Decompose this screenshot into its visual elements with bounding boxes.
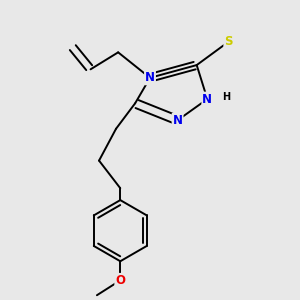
Text: N: N: [172, 114, 183, 127]
Text: S: S: [224, 35, 233, 48]
Text: N: N: [202, 92, 212, 106]
Text: H: H: [222, 92, 230, 102]
Text: O: O: [115, 274, 125, 287]
Text: N: N: [145, 71, 155, 84]
